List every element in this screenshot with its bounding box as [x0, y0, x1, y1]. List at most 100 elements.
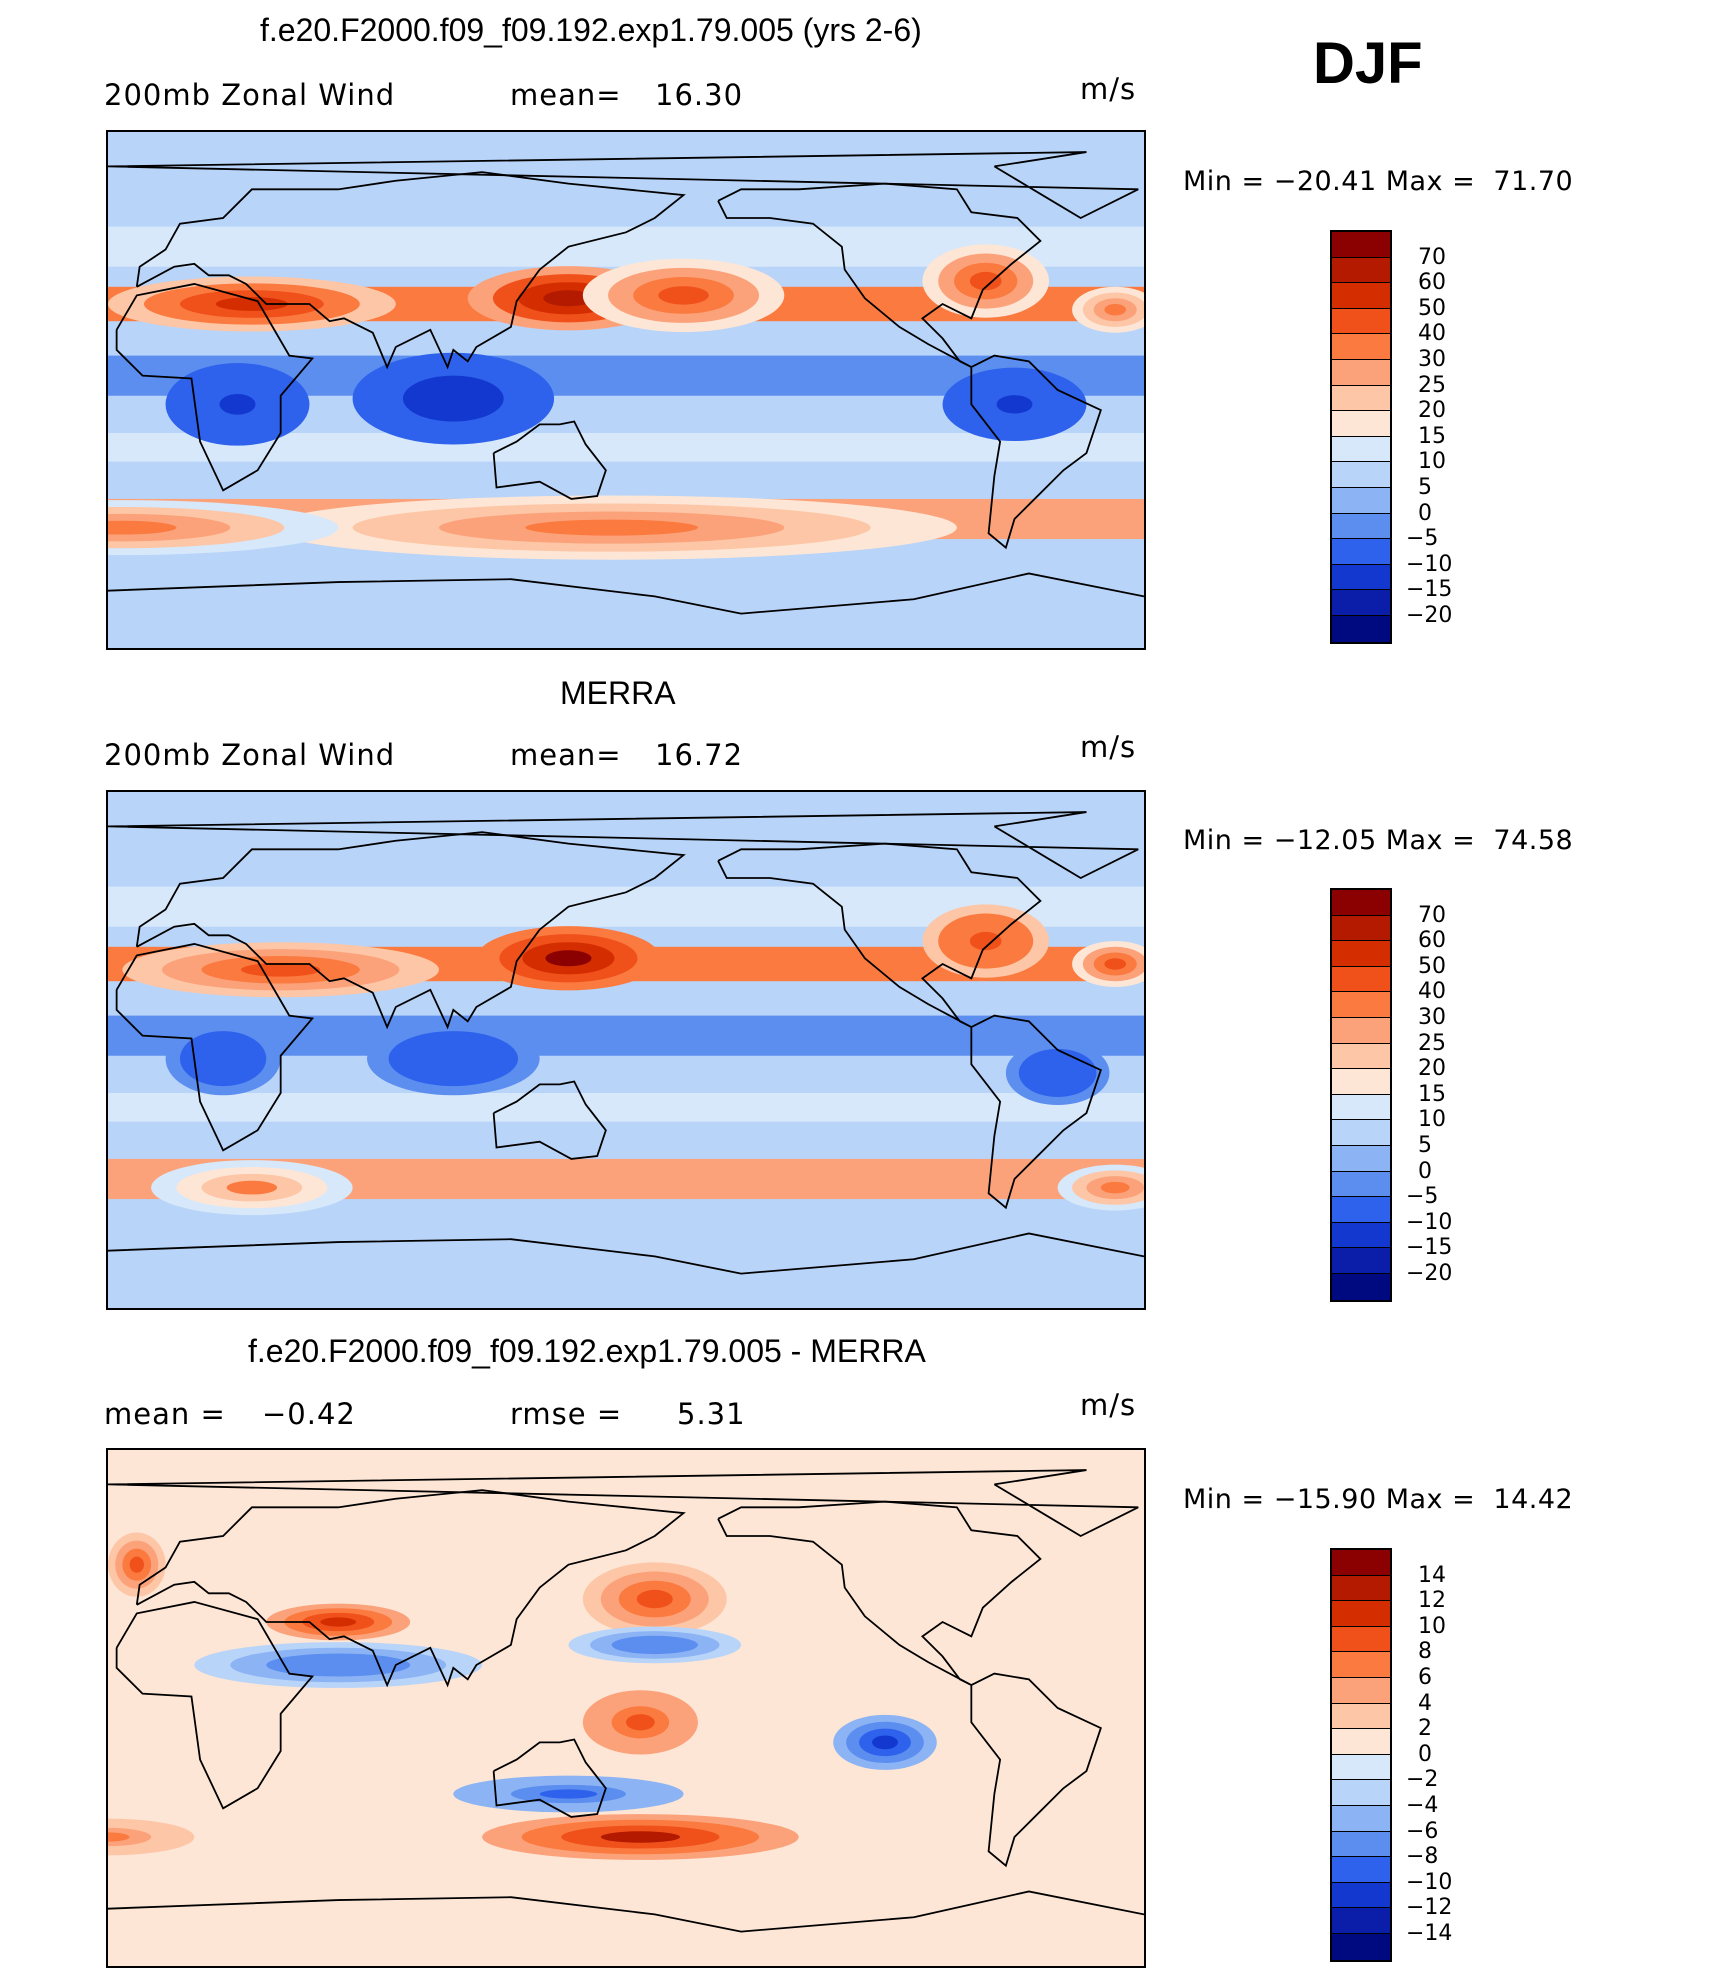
colorbar-tick-label: 5	[1418, 475, 1432, 500]
colorbar-tick-label: −14	[1406, 1921, 1453, 1946]
colorbar-swatch	[1332, 1677, 1390, 1704]
panel-2-units: m/s	[1080, 730, 1137, 764]
colorbar-tick-label: 40	[1418, 321, 1446, 347]
wind-contour	[1044, 1064, 1071, 1081]
colorbar-tick-label: 8	[1418, 1639, 1432, 1665]
panel-2-min-max: Min = −12.05 Max = 74.58	[1183, 825, 1574, 856]
colorbar-swatch	[1332, 1652, 1390, 1678]
panel-2-colorbar	[1330, 888, 1392, 1302]
wind-contour	[969, 271, 1002, 291]
colorbar-swatch	[1332, 992, 1390, 1018]
panel-1-units: m/s	[1080, 72, 1137, 106]
wind-contour	[525, 519, 698, 536]
colorbar-swatch	[1332, 487, 1390, 514]
coastline	[970, 1014, 1102, 1210]
wind-contour	[543, 290, 594, 307]
colorbar-tick-label: −20	[1406, 603, 1453, 628]
colorbar-tick-label: 10	[1418, 1107, 1446, 1133]
coastline	[108, 1232, 1144, 1275]
panel-1-variable-label: 200mb Zonal Wind	[104, 78, 396, 112]
wind-contour	[108, 1832, 130, 1842]
colorbar-swatch	[1332, 1094, 1390, 1121]
coastline	[970, 1672, 1102, 1868]
colorbar-swatch	[1332, 539, 1390, 565]
colorbar-swatch	[1332, 1601, 1390, 1627]
colorbar-swatch	[1332, 1933, 1390, 1960]
colorbar-tick-label: 14	[1418, 1562, 1446, 1588]
colorbar-tick-label: −4	[1406, 1793, 1439, 1818]
colorbar-tick-label: 60	[1418, 270, 1446, 296]
panel-3-min-max: Min = −15.90 Max = 14.42	[1183, 1484, 1574, 1515]
colorbar-tick-label: −5	[1406, 526, 1439, 552]
panel-2-variable-label: 200mb Zonal Wind	[104, 738, 396, 772]
wind-contour	[320, 1617, 357, 1627]
colorbar-swatch	[1332, 385, 1390, 412]
colorbar-tick-label: 60	[1418, 928, 1446, 954]
wind-contour	[219, 394, 256, 415]
wind-contour	[545, 950, 592, 967]
panel-3-mean-label: mean =	[104, 1397, 226, 1431]
panel-2-mean-value: 16.72	[655, 738, 744, 772]
colorbar-swatch	[1332, 513, 1390, 540]
colorbar-tick-label: −8	[1406, 1844, 1439, 1870]
coastline	[492, 1738, 607, 1818]
colorbar-tick-label: 30	[1418, 1005, 1446, 1030]
colorbar-swatch	[1332, 1120, 1390, 1146]
wind-contour	[1100, 1181, 1130, 1194]
colorbar-tick-label: 25	[1418, 1030, 1446, 1056]
colorbar-swatch	[1332, 1222, 1390, 1249]
wind-contour	[431, 1049, 475, 1068]
coastline	[135, 171, 686, 370]
season-label: DJF	[1313, 31, 1423, 96]
panel-3-map	[106, 1448, 1146, 1968]
colorbar-tick-label: −6	[1406, 1818, 1439, 1844]
wind-contour	[658, 286, 709, 305]
colorbar-swatch	[1332, 564, 1390, 591]
colorbar-tick-label: 0	[1418, 1158, 1432, 1184]
coastline	[135, 831, 686, 1030]
colorbar-tick-label: −12	[1406, 1895, 1453, 1921]
panel-2-mean-label: mean=	[510, 738, 622, 772]
coastline	[717, 842, 1042, 1028]
panel-3-rmse-value: 5.31	[677, 1397, 746, 1431]
panel-3-colorbar	[1330, 1548, 1392, 1962]
panel-2-title: MERRA	[560, 675, 676, 711]
panel-1-mean-label: mean=	[510, 78, 622, 112]
colorbar-swatch	[1332, 1273, 1390, 1300]
colorbar-tick-label: 20	[1418, 398, 1446, 424]
colorbar-tick-label: 0	[1418, 500, 1432, 526]
colorbar-swatch	[1332, 1729, 1390, 1755]
colorbar-tick-label: −2	[1406, 1767, 1439, 1793]
colorbar-swatch	[1332, 283, 1390, 309]
colorbar-swatch	[1332, 1908, 1390, 1934]
colorbar-tick-label: 5	[1418, 1133, 1432, 1158]
colorbar-tick-label: 20	[1418, 1056, 1446, 1082]
panel-3-mean-value: −0.42	[262, 1397, 356, 1431]
colorbar-tick-label: 50	[1418, 295, 1446, 321]
wind-contour	[636, 1589, 673, 1609]
colorbar-swatch	[1332, 1248, 1390, 1274]
colorbar-swatch	[1332, 1017, 1390, 1044]
colorbar-tick-label: 4	[1418, 1690, 1432, 1716]
colorbar-tick-label: 15	[1418, 423, 1446, 449]
colorbar-swatch	[1332, 1780, 1390, 1806]
coastline	[717, 182, 1042, 368]
colorbar-swatch	[1332, 411, 1390, 437]
colorbar-swatch	[1332, 1145, 1390, 1172]
coastline	[115, 283, 315, 492]
colorbar-tick-label: −10	[1406, 551, 1453, 577]
wind-contour	[428, 387, 479, 411]
colorbar-tick-label: 6	[1418, 1665, 1432, 1690]
colorbar-swatch	[1332, 890, 1390, 916]
colorbar-swatch	[1332, 1197, 1390, 1223]
colorbar-swatch	[1332, 1831, 1390, 1858]
coastline	[108, 811, 1139, 880]
colorbar-swatch	[1332, 1550, 1390, 1576]
colorbar-swatch	[1332, 1703, 1390, 1730]
colorbar-swatch	[1332, 615, 1390, 642]
panel-1-colorbar	[1330, 230, 1392, 644]
colorbar-tick-label: 50	[1418, 953, 1446, 979]
panel-3-title: f.e20.F2000.f09_f09.192.exp1.79.005 - ME…	[248, 1333, 926, 1369]
colorbar-swatch	[1332, 1857, 1390, 1883]
wind-contour	[241, 962, 321, 977]
